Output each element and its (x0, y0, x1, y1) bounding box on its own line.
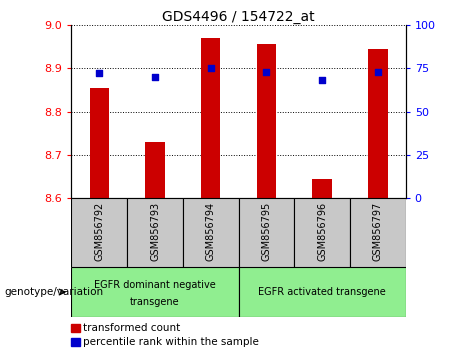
Bar (368, 48, 388, 198)
Point (207, 65, 214, 71)
FancyBboxPatch shape (71, 267, 238, 317)
Text: percentile rank within the sample: percentile rank within the sample (83, 337, 260, 347)
Text: genotype/variation: genotype/variation (5, 287, 104, 297)
Text: transgene: transgene (130, 297, 180, 307)
Point (151, 74, 159, 80)
Point (319, 78, 326, 83)
Text: EGFR dominant negative: EGFR dominant negative (94, 280, 216, 290)
Text: GSM856796: GSM856796 (317, 202, 327, 261)
FancyBboxPatch shape (238, 267, 406, 317)
Bar (71, 338, 80, 346)
FancyBboxPatch shape (238, 198, 294, 267)
Text: EGFR activated transgene: EGFR activated transgene (258, 287, 386, 297)
Text: transformed count: transformed count (83, 323, 181, 333)
Text: GSM856794: GSM856794 (206, 202, 216, 261)
FancyBboxPatch shape (183, 198, 238, 267)
Bar (257, 44, 276, 198)
Bar (145, 142, 165, 198)
FancyBboxPatch shape (350, 198, 406, 267)
Text: GSM856792: GSM856792 (95, 202, 104, 261)
Text: GSM856793: GSM856793 (150, 202, 160, 261)
Bar (313, 179, 332, 198)
Point (374, 69, 382, 74)
Bar (71, 324, 80, 332)
Point (263, 69, 270, 74)
Bar (89, 88, 109, 198)
Point (95, 70, 103, 76)
Text: GSM856797: GSM856797 (373, 202, 383, 261)
FancyBboxPatch shape (71, 198, 127, 267)
FancyBboxPatch shape (127, 198, 183, 267)
Bar (201, 38, 220, 198)
Text: GSM856795: GSM856795 (261, 202, 272, 261)
FancyBboxPatch shape (294, 198, 350, 267)
Title: GDS4496 / 154722_at: GDS4496 / 154722_at (162, 10, 315, 24)
